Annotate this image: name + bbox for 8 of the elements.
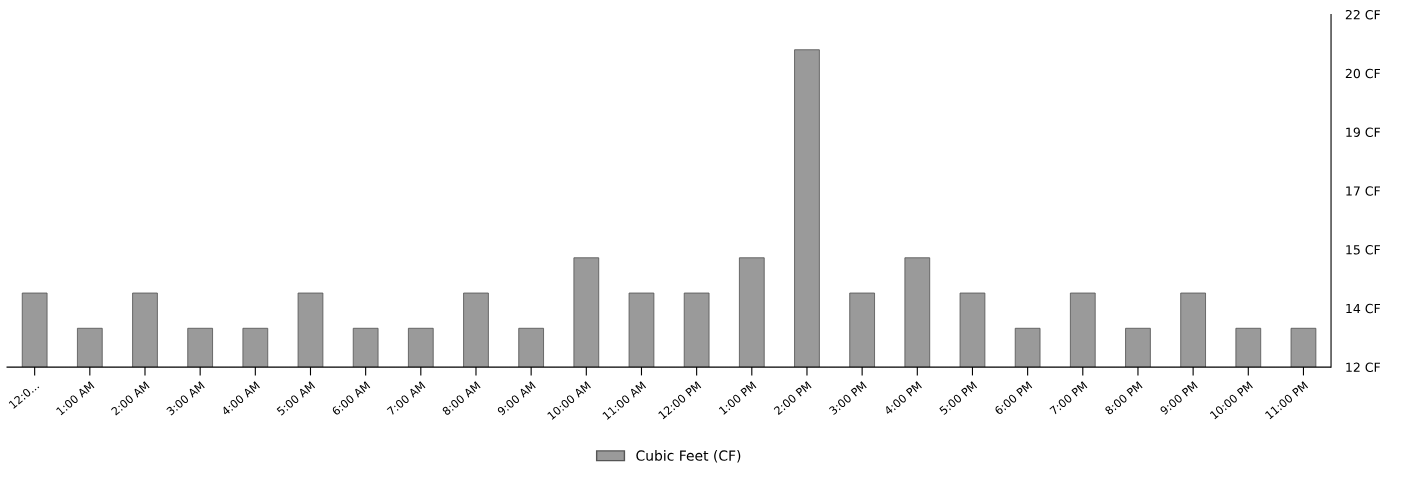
y-tick-label: 22 CF	[1345, 9, 1380, 20]
y-tick-label: 15 CF	[1346, 245, 1380, 255]
y-tick-label: 20 CF	[1345, 68, 1380, 79]
y-tick-label: 12 CF	[1346, 362, 1380, 373]
legend-label: Cubic Feet (CF)	[636, 450, 741, 463]
y-tick-label: 19 CF	[1346, 127, 1380, 137]
y-tick-label: 14 CF	[1346, 303, 1380, 314]
y-tick-label: 17 CF	[1346, 186, 1380, 196]
